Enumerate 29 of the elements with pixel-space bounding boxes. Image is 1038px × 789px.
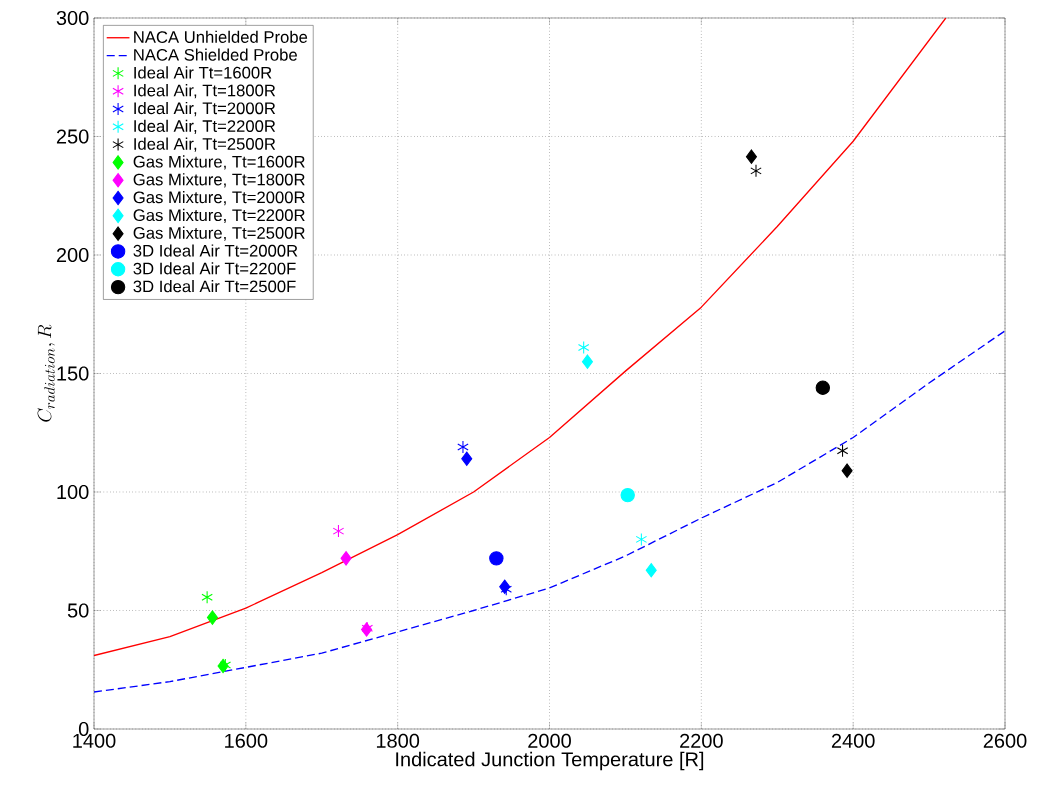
legend-label: Ideal Air, Tt=2500R <box>134 137 276 152</box>
x-tick-label: 2200 <box>680 733 723 748</box>
legend-label: Gas Mixture, Tt=2500R <box>133 226 305 241</box>
legend-label: Gas Mixture, Tt=1600R <box>133 155 305 170</box>
x-tick-label: 2600 <box>983 733 1027 748</box>
legend-label: Ideal Air, Tt=2000R <box>134 101 276 117</box>
legend-label: Gas Mixture, Tt=2200R <box>133 208 305 224</box>
legend-label: 3D Ideal Air Tt=2500F <box>133 280 296 293</box>
legend-label: NACA Shielded Probe <box>134 48 297 61</box>
legend-label: 3D Ideal Air Tt=2200F <box>133 262 296 275</box>
legend-label: Gas Mixture, Tt=1800R <box>133 173 305 188</box>
y-tick-label: 50 <box>67 603 89 618</box>
x-tick-label: 1800 <box>376 733 420 748</box>
legend-label: Gas Mixture, Tt=2000R <box>133 190 305 206</box>
y-tick-label: 150 <box>57 366 89 381</box>
x-axis-title: Indicated Junction Temperature [R] <box>396 751 704 771</box>
y-axis-title: $C_{radiation}, R$ <box>37 324 55 422</box>
x-tick-label: 1600 <box>225 733 268 748</box>
legend-label: Ideal Air Tt=1600R <box>134 66 272 79</box>
x-tick-label: 2000 <box>528 733 571 748</box>
legend-label: NACA Unhielded Probe <box>134 30 308 43</box>
y-tick-label: 300 <box>56 10 89 26</box>
legend-label: Ideal Air, Tt=1800R <box>134 84 276 99</box>
y-tick-label: 200 <box>56 247 89 263</box>
legend-label: 3D Ideal Air Tt=2000R <box>133 244 298 257</box>
legend-label: Ideal Air, Tt=2200R <box>134 119 276 134</box>
x-tick-label: 2400 <box>831 733 875 748</box>
y-tick-label: 250 <box>56 129 89 144</box>
y-tick-label: 100 <box>57 484 89 500</box>
